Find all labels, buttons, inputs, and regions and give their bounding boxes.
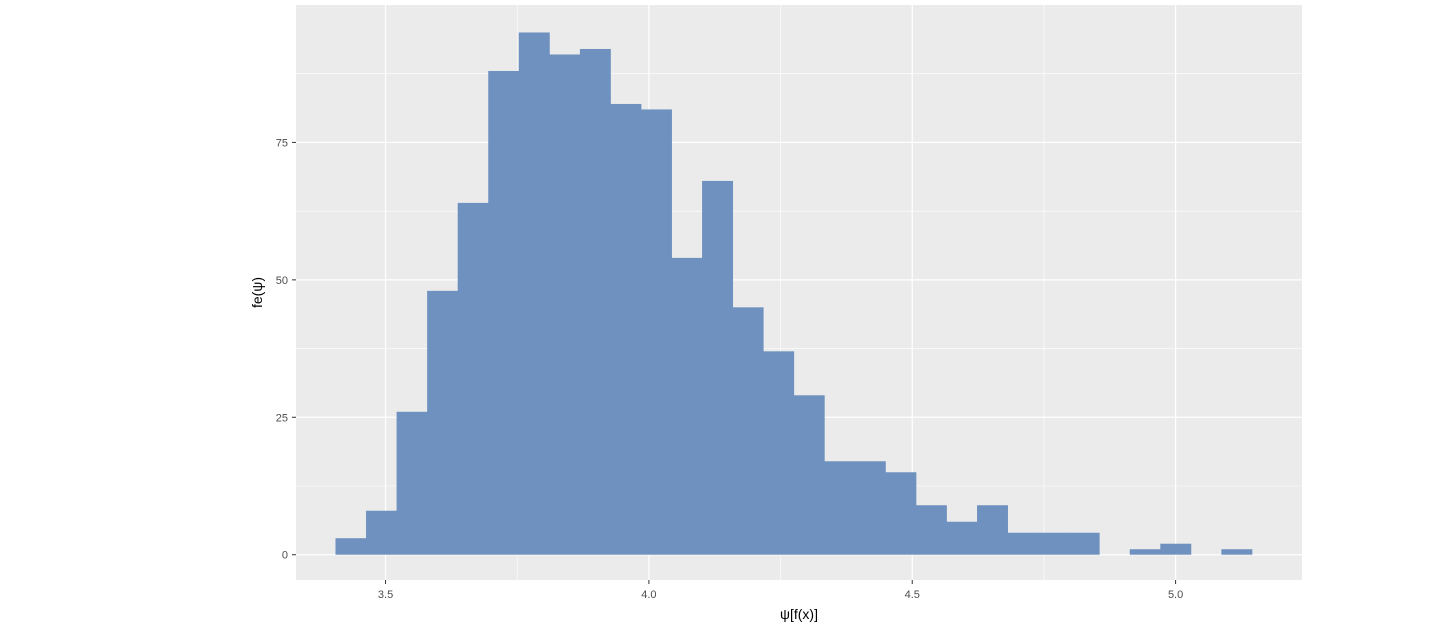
histogram-bar	[488, 70, 520, 555]
y-axis: 0 25 50 75	[276, 137, 296, 562]
histogram-bar	[854, 461, 886, 555]
histogram-bar	[885, 472, 917, 555]
histogram-bar	[763, 351, 795, 555]
x-tick-label: 4.5	[905, 589, 920, 601]
y-tick-label: 0	[282, 550, 288, 562]
x-axis-label: ψ[f(x)]	[780, 606, 818, 622]
histogram-bar	[1221, 549, 1253, 555]
histogram-bar	[579, 48, 611, 555]
y-tick-label: 75	[276, 137, 288, 149]
x-tick-label: 5.0	[1168, 589, 1183, 601]
y-tick-label: 25	[276, 412, 288, 424]
y-axis-label: fe(ψ)	[249, 277, 265, 308]
histogram-bar	[366, 510, 397, 555]
histogram-bar	[977, 505, 1008, 555]
histogram-bar	[1160, 543, 1192, 555]
x-tick-label: 4.0	[641, 589, 656, 601]
histogram-bar	[1068, 532, 1100, 555]
histogram-bar	[640, 109, 672, 555]
y-tick-label: 50	[276, 275, 288, 287]
histogram-bar	[824, 461, 856, 555]
histogram-bar	[518, 32, 550, 555]
x-axis: 3.5 4.0 4.5 5.0	[378, 580, 1183, 601]
histogram-bars	[335, 32, 1253, 555]
histogram-bar	[732, 307, 764, 555]
x-tick-label: 3.5	[378, 589, 393, 601]
histogram-bar	[1129, 549, 1161, 555]
histogram-bar	[1038, 532, 1070, 555]
histogram-bar	[396, 411, 428, 555]
histogram-bar	[335, 538, 367, 555]
histogram-bar	[793, 395, 825, 555]
histogram-bar	[671, 257, 703, 555]
histogram-bar	[549, 54, 581, 555]
histogram-bar	[427, 290, 459, 555]
histogram-bar	[1007, 532, 1039, 555]
histogram-bar	[702, 180, 734, 555]
histogram-bar	[610, 103, 642, 555]
histogram-bar	[946, 521, 978, 555]
histogram-bar	[457, 202, 489, 555]
histogram-bar	[915, 505, 947, 555]
